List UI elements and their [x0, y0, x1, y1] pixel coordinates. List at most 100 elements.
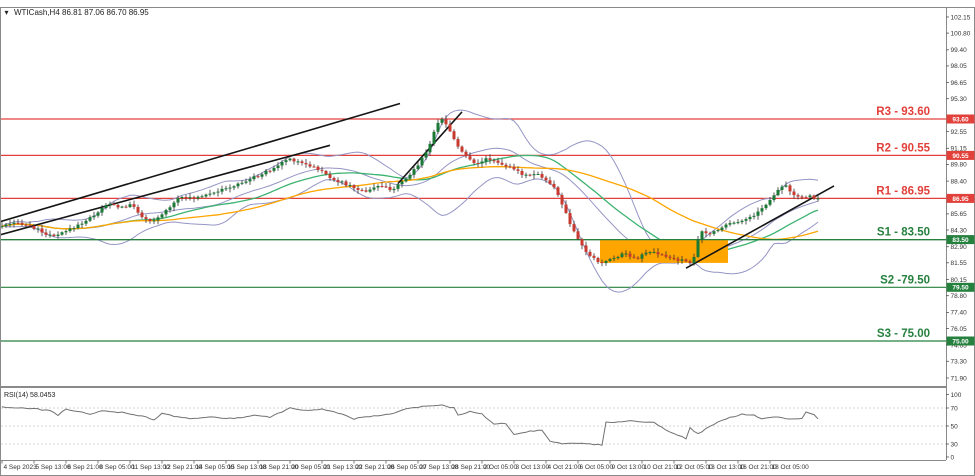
candle-body — [284, 160, 288, 163]
candlestick-series — [0, 115, 820, 267]
channel-upper-trendline[interactable] — [0, 102, 401, 223]
axis-tick-label: 81.55 — [951, 260, 968, 267]
candle-body — [700, 231, 704, 240]
candle-body — [332, 178, 336, 180]
axis-tick-label: 71.90 — [951, 375, 968, 382]
candle-body — [200, 196, 204, 198]
candle-body — [708, 233, 712, 235]
candle-body — [544, 177, 548, 181]
date-label: 26 Sep 05:00 — [388, 464, 427, 471]
rsi-axis-label: 100 — [951, 392, 962, 399]
candle-body — [640, 254, 644, 259]
price-badge-R1 — [946, 193, 975, 203]
rsi-axis-label: 30 — [951, 441, 959, 448]
rsi-panel[interactable] — [1, 388, 946, 460]
candle-body — [116, 204, 120, 208]
candle-body — [232, 186, 236, 188]
candle-body — [180, 197, 184, 199]
candle-body — [592, 255, 596, 258]
candle-body — [36, 228, 40, 230]
candle-body — [752, 215, 756, 217]
candle-body — [48, 234, 52, 236]
candle-body — [720, 227, 724, 231]
axis-tick-label: 89.80 — [951, 162, 968, 169]
candle-body — [152, 220, 156, 222]
candle-body — [344, 181, 348, 186]
axis-tick-label: 73.30 — [951, 359, 968, 366]
price-badge-label: 75.00 — [952, 338, 969, 345]
candle-body — [204, 194, 208, 197]
candle-body — [260, 174, 264, 177]
candle-body — [500, 162, 504, 165]
date-label: 16 Oct 21:00 — [740, 464, 778, 471]
date-label: 20 Sep 05:00 — [292, 464, 331, 471]
price-badge-label: 79.50 — [952, 285, 969, 292]
candle-body — [84, 220, 88, 224]
candle-body — [672, 257, 676, 259]
date-label: 6 Sep 21:00 — [68, 464, 103, 471]
level-label-S3: S3 - 75.00 — [877, 328, 930, 340]
candle-body — [540, 174, 544, 178]
candle-body — [632, 256, 636, 258]
candle-body — [156, 217, 160, 221]
candle-body — [536, 174, 540, 175]
candle-body — [704, 231, 708, 234]
axis-tick-label: 84.30 — [951, 227, 968, 234]
candle-body — [436, 122, 440, 132]
candle-body — [72, 228, 76, 230]
candle-body — [560, 195, 564, 205]
rsi-indicator: 100 70 50 30 0 — [1, 392, 962, 461]
price-axis-badges: 93.60 90.55 86.95 83.50 79.50 75.00 — [946, 114, 975, 346]
panel-divider[interactable] — [1, 386, 946, 388]
candle-body — [324, 170, 328, 175]
recovery-trendline[interactable] — [685, 185, 835, 269]
candle-body — [364, 190, 368, 192]
demand-zone[interactable] — [600, 239, 728, 263]
price-badge-label: 86.95 — [952, 196, 969, 203]
candle-body — [328, 174, 332, 178]
candle-body — [348, 185, 352, 186]
candle-body — [252, 176, 256, 180]
candle-body — [244, 181, 248, 183]
axis-tick-label: 102.15 — [951, 14, 971, 21]
channel-lower-trendline[interactable] — [0, 144, 331, 236]
candle-body — [576, 231, 580, 239]
candle-body — [40, 228, 44, 233]
axis-tick-label: 76.05 — [951, 326, 968, 333]
candle-body — [240, 182, 244, 184]
time-axis[interactable] — [1, 461, 946, 475]
main-chart-panel[interactable] — [1, 8, 946, 387]
date-label: 21 Sep 13:00 — [324, 464, 363, 471]
candle-body — [76, 224, 80, 229]
candle-body — [432, 131, 436, 144]
date-label: 18 Oct 05:00 — [772, 464, 810, 471]
candle-body — [360, 189, 364, 191]
candle-body — [528, 174, 532, 176]
candle-body — [372, 187, 376, 190]
candle-body — [760, 208, 764, 212]
candle-body — [312, 166, 316, 168]
candle-body — [280, 162, 284, 166]
candle-body — [248, 179, 252, 182]
candle-body — [452, 131, 456, 140]
candle-body — [140, 212, 144, 218]
level-label-R3: R3 - 93.60 — [876, 106, 930, 118]
price-axis[interactable] — [947, 8, 974, 460]
candle-body — [464, 151, 468, 157]
candle-body — [756, 211, 760, 216]
candle-body — [472, 159, 476, 163]
price-badge-label: 93.60 — [952, 116, 969, 123]
rsi-axis-label: 0 — [951, 454, 955, 461]
candle-body — [724, 224, 728, 228]
candle-body — [676, 258, 680, 261]
candle-body — [420, 157, 424, 166]
axis-tick-label: 92.55 — [951, 129, 968, 136]
candle-body — [496, 160, 500, 163]
price-badge-S3 — [946, 336, 975, 346]
candle-body — [96, 212, 100, 216]
candle-body — [168, 207, 172, 210]
price-badge-S2 — [946, 282, 975, 292]
candle-body — [120, 206, 124, 208]
candle-body — [340, 181, 344, 183]
